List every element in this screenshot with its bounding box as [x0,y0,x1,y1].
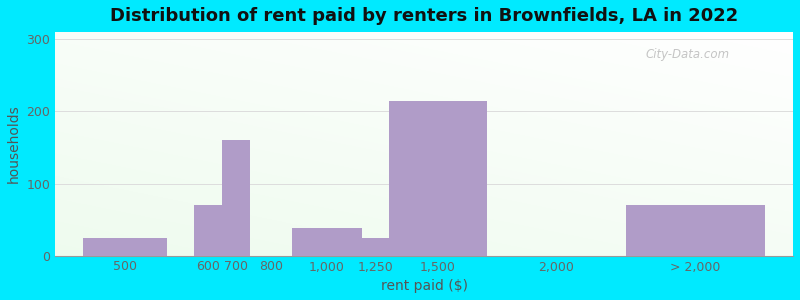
Bar [390,100,486,256]
Text: City-Data.com: City-Data.com [646,48,730,61]
Bar [194,205,222,256]
Bar [362,238,390,256]
Y-axis label: households: households [7,104,21,183]
Bar [222,140,250,256]
Bar [292,228,362,256]
Title: Distribution of rent paid by renters in Brownfields, LA in 2022: Distribution of rent paid by renters in … [110,7,738,25]
Bar [83,238,166,256]
X-axis label: rent paid ($): rent paid ($) [381,279,468,293]
Bar [626,205,766,256]
